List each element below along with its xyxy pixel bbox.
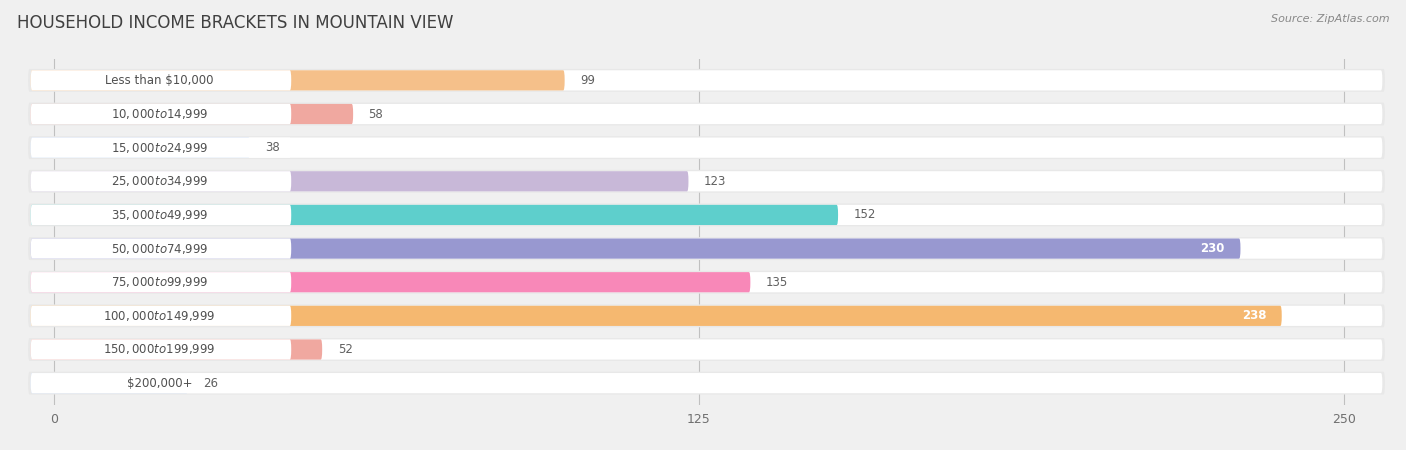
Text: Source: ZipAtlas.com: Source: ZipAtlas.com xyxy=(1271,14,1389,23)
Text: $15,000 to $24,999: $15,000 to $24,999 xyxy=(111,141,208,155)
FancyBboxPatch shape xyxy=(31,339,322,360)
FancyBboxPatch shape xyxy=(31,70,565,90)
FancyBboxPatch shape xyxy=(31,272,751,292)
FancyBboxPatch shape xyxy=(31,373,1382,393)
FancyBboxPatch shape xyxy=(31,306,291,326)
Text: 123: 123 xyxy=(704,175,727,188)
Text: Less than $10,000: Less than $10,000 xyxy=(105,74,214,87)
FancyBboxPatch shape xyxy=(31,272,291,292)
FancyBboxPatch shape xyxy=(31,70,291,90)
Text: $50,000 to $74,999: $50,000 to $74,999 xyxy=(111,242,208,256)
Text: 26: 26 xyxy=(204,377,218,390)
FancyBboxPatch shape xyxy=(31,138,1382,158)
Text: 99: 99 xyxy=(581,74,595,87)
FancyBboxPatch shape xyxy=(28,136,1385,159)
Text: $35,000 to $49,999: $35,000 to $49,999 xyxy=(111,208,208,222)
FancyBboxPatch shape xyxy=(31,306,1382,326)
FancyBboxPatch shape xyxy=(31,171,291,191)
Text: HOUSEHOLD INCOME BRACKETS IN MOUNTAIN VIEW: HOUSEHOLD INCOME BRACKETS IN MOUNTAIN VI… xyxy=(17,14,453,32)
Text: $150,000 to $199,999: $150,000 to $199,999 xyxy=(104,342,217,356)
FancyBboxPatch shape xyxy=(28,203,1385,226)
FancyBboxPatch shape xyxy=(31,373,291,393)
Text: $100,000 to $149,999: $100,000 to $149,999 xyxy=(104,309,217,323)
FancyBboxPatch shape xyxy=(31,306,1282,326)
FancyBboxPatch shape xyxy=(31,104,353,124)
Text: $200,000+: $200,000+ xyxy=(127,377,193,390)
FancyBboxPatch shape xyxy=(31,339,291,360)
FancyBboxPatch shape xyxy=(31,205,1382,225)
FancyBboxPatch shape xyxy=(31,339,1382,360)
FancyBboxPatch shape xyxy=(31,205,291,225)
FancyBboxPatch shape xyxy=(31,171,689,191)
FancyBboxPatch shape xyxy=(28,69,1385,92)
FancyBboxPatch shape xyxy=(31,238,1382,259)
FancyBboxPatch shape xyxy=(28,271,1385,294)
FancyBboxPatch shape xyxy=(31,272,1382,292)
FancyBboxPatch shape xyxy=(28,170,1385,193)
FancyBboxPatch shape xyxy=(31,238,291,259)
Text: 52: 52 xyxy=(337,343,353,356)
FancyBboxPatch shape xyxy=(31,104,291,124)
Text: 152: 152 xyxy=(853,208,876,221)
FancyBboxPatch shape xyxy=(28,304,1385,327)
Text: $25,000 to $34,999: $25,000 to $34,999 xyxy=(111,174,208,188)
Text: 238: 238 xyxy=(1241,309,1267,322)
Text: 38: 38 xyxy=(266,141,280,154)
Text: $75,000 to $99,999: $75,000 to $99,999 xyxy=(111,275,208,289)
FancyBboxPatch shape xyxy=(31,171,1382,191)
FancyBboxPatch shape xyxy=(31,238,1240,259)
Text: $10,000 to $14,999: $10,000 to $14,999 xyxy=(111,107,208,121)
FancyBboxPatch shape xyxy=(31,373,188,393)
FancyBboxPatch shape xyxy=(28,237,1385,260)
Text: 230: 230 xyxy=(1201,242,1225,255)
FancyBboxPatch shape xyxy=(31,70,1382,90)
FancyBboxPatch shape xyxy=(28,338,1385,361)
FancyBboxPatch shape xyxy=(31,104,1382,124)
FancyBboxPatch shape xyxy=(28,103,1385,126)
FancyBboxPatch shape xyxy=(31,138,291,158)
Text: 58: 58 xyxy=(368,108,384,121)
FancyBboxPatch shape xyxy=(28,372,1385,395)
FancyBboxPatch shape xyxy=(31,205,838,225)
FancyBboxPatch shape xyxy=(31,138,250,158)
Text: 135: 135 xyxy=(766,276,789,289)
